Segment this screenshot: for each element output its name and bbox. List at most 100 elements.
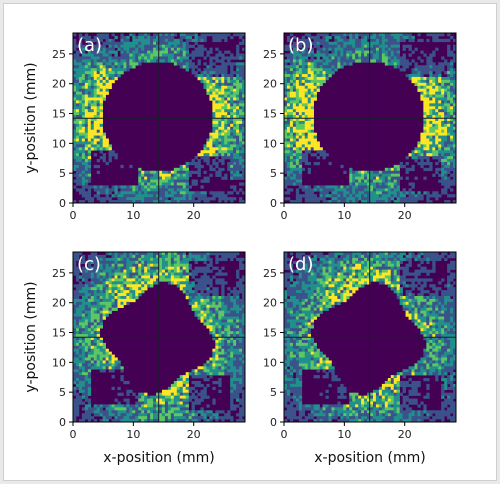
heatmap-cell [447,144,451,148]
heatmap-cell [164,182,169,186]
heatmap-cell [93,53,98,57]
heatmap-cell [239,71,243,75]
heatmap-cell [218,197,222,201]
heatmap-cell [432,100,436,104]
heatmap-cell [87,337,92,341]
heatmap-cell [343,33,347,37]
heatmap-cell [87,123,92,128]
heatmap-cell [75,313,80,317]
heatmap-cell [375,191,380,195]
heatmap-cell [73,354,77,358]
heatmap-cell [105,85,109,89]
heatmap-cell [215,153,219,157]
heatmap-cell [200,278,204,282]
heatmap-cell [301,59,306,63]
heatmap-cell [215,79,219,84]
heatmap-cell [396,65,400,69]
heatmap-cell [233,161,237,166]
x-tick-label: 20 [398,209,412,222]
heatmap-cell [364,197,368,201]
heatmap-cell [289,82,294,87]
heatmap-cell [194,413,198,417]
heatmap-cell [432,35,436,40]
heatmap-cell [99,118,103,122]
heatmap-cell [90,88,95,92]
heatmap-cell [117,44,121,48]
heatmap-cell [212,129,216,133]
heatmap-cell [396,44,400,48]
heatmap-cell [123,38,127,43]
heatmap-cell [298,109,303,113]
heatmap-cell [390,50,395,54]
heatmap-cell [191,410,195,414]
heatmap-cell [396,170,400,174]
heatmap-cell [429,161,433,166]
heatmap-cell [307,118,311,122]
heatmap-cell [138,56,142,60]
heatmap-cell [114,366,118,370]
heatmap-cell [111,38,115,43]
heatmap-cell [156,191,160,195]
heatmap-cell [96,278,100,282]
heatmap-cell [156,252,160,256]
heatmap-cell [346,200,350,204]
heatmap-cell [75,254,80,259]
heatmap-cell [105,366,109,370]
heatmap-cell [87,191,92,195]
heatmap-cell [325,47,329,51]
heatmap-cell [75,173,80,177]
heatmap-cell [78,389,83,393]
heatmap-cell [138,188,142,192]
heatmap-cell [114,307,118,311]
heatmap-cell [301,115,306,119]
heatmap-cell [197,161,201,166]
heatmap-cell [239,76,243,81]
heatmap-cell [73,375,77,379]
heatmap-cell [93,85,98,89]
heatmap-cell [197,170,201,174]
heatmap-cell [164,47,169,51]
heatmap-cell [170,252,175,256]
heatmap-cell [361,191,365,195]
heatmap-cell [221,118,225,122]
heatmap-cell [405,74,409,78]
heatmap-cell [161,197,166,201]
heatmap-cell [182,284,186,288]
heatmap-cell [105,91,109,95]
heatmap-cell [161,252,166,256]
heatmap-cell [429,123,433,128]
heatmap-cell [156,407,160,411]
heatmap-cell [176,398,181,402]
heatmap-cell [393,65,397,69]
heatmap-cell [87,129,92,133]
heatmap-cell [182,416,186,420]
heatmap-cell [414,197,418,201]
heatmap-cell [209,65,213,69]
heatmap-cell [78,298,83,303]
heatmap-cell [384,194,389,198]
heatmap-cell [132,404,136,408]
heatmap-cell [367,179,371,183]
heatmap-cell [120,50,124,54]
heatmap-cell [90,200,95,204]
heatmap-cell [179,176,184,180]
heatmap-cell [420,132,424,136]
heatmap-cell [295,164,300,169]
heatmap-cell [141,35,145,40]
heatmap-cell [203,293,207,297]
heatmap-cell [301,35,306,40]
heatmap-cell [295,138,300,142]
heatmap-cell [426,197,430,201]
heatmap-cell [325,53,329,57]
heatmap-cell [209,191,213,195]
heatmap-cell [90,354,95,358]
heatmap-cell [358,188,362,192]
heatmap-cell [73,68,77,72]
heatmap-cell [349,194,353,198]
heatmap-cell [90,345,95,350]
heatmap-cell [179,191,184,195]
heatmap-cell [182,62,186,66]
heatmap-cell [159,404,163,408]
heatmap-cell [200,47,204,51]
